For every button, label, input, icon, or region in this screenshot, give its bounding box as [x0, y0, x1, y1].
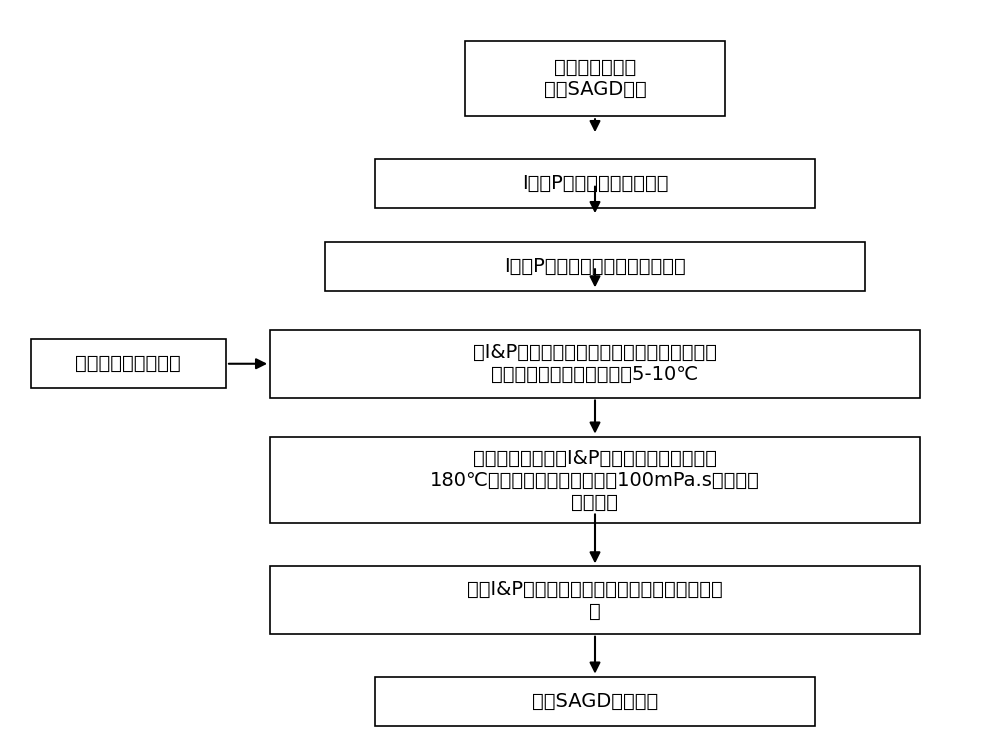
Text: I井与P井环空注入导热流体与气体: I井与P井环空注入导热流体与气体	[504, 256, 686, 276]
FancyBboxPatch shape	[30, 339, 226, 388]
FancyBboxPatch shape	[375, 676, 815, 726]
FancyBboxPatch shape	[375, 159, 815, 208]
Text: 跟踪数值模拟，当I&P井间油层中部温度达到
180℃以上，或原油粘度下降到100mPa.s以下时，
停止循环: 跟踪数值模拟，当I&P井间油层中部温度达到 180℃以上，或原油粘度下降到100…	[430, 448, 760, 512]
Text: 测试原油的结焦温度: 测试原油的结焦温度	[75, 354, 181, 374]
FancyBboxPatch shape	[270, 436, 920, 524]
FancyBboxPatch shape	[325, 242, 865, 290]
Text: 向I&P井的同心预热内管注入并循环高温流体
流体温度低于原油结焦温度5-10℃: 向I&P井的同心预热内管注入并循环高温流体 流体温度低于原油结焦温度5-10℃	[473, 344, 717, 384]
FancyBboxPatch shape	[270, 566, 920, 634]
FancyBboxPatch shape	[465, 41, 725, 116]
Text: 筛选适合的油藏
部署SAGD井组: 筛选适合的油藏 部署SAGD井组	[544, 58, 646, 99]
Text: 转入SAGD生产阶段: 转入SAGD生产阶段	[532, 692, 658, 711]
FancyBboxPatch shape	[270, 330, 920, 398]
Text: I井与P井内下入同心预热管: I井与P井内下入同心预热管	[522, 174, 668, 194]
Text: 排出I&P井环空中的气体和液体，注入溶剂并焖
井: 排出I&P井环空中的气体和液体，注入溶剂并焖 井	[467, 580, 723, 620]
